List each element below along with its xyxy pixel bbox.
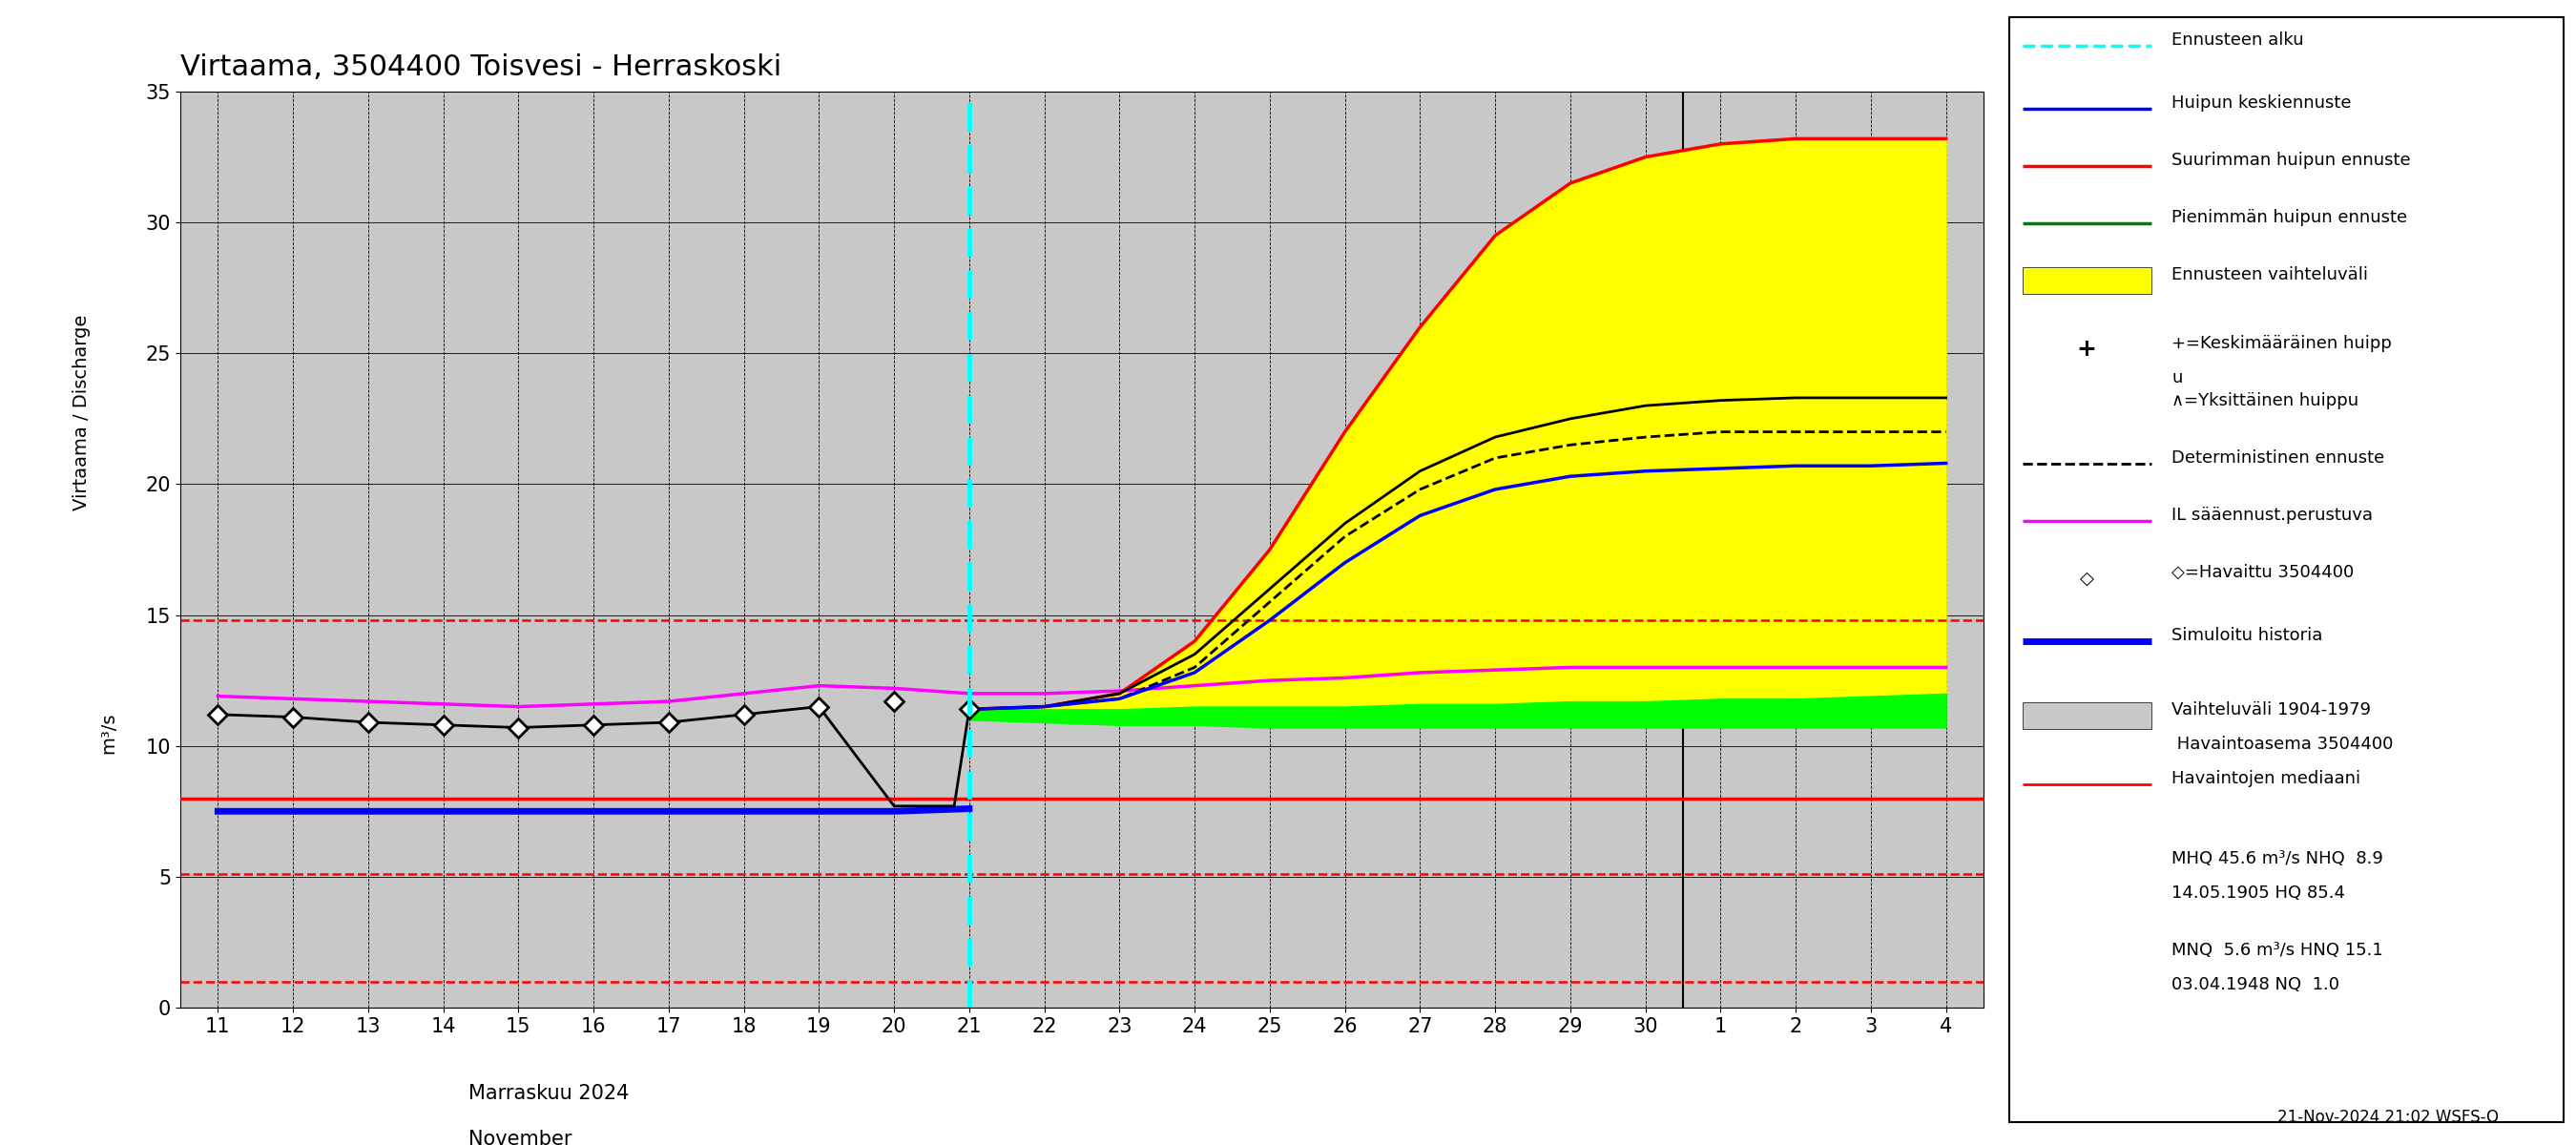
Text: 03.04.1948 NQ  1.0: 03.04.1948 NQ 1.0 xyxy=(2172,976,2339,993)
Text: Suurimman huipun ennuste: Suurimman huipun ennuste xyxy=(2172,151,2411,168)
Text: Pienimmän huipun ennuste: Pienimmän huipun ennuste xyxy=(2172,208,2409,226)
Text: MNQ  5.6 m³/s HNQ 15.1: MNQ 5.6 m³/s HNQ 15.1 xyxy=(2172,941,2383,958)
Text: ◇: ◇ xyxy=(2079,569,2094,587)
Text: Huipun keskiennuste: Huipun keskiennuste xyxy=(2172,94,2352,111)
Text: Virtaama, 3504400 Toisvesi - Herraskoski: Virtaama, 3504400 Toisvesi - Herraskoski xyxy=(180,54,781,81)
Text: Virtaama / Discharge: Virtaama / Discharge xyxy=(72,314,90,511)
Text: Ennusteen alku: Ennusteen alku xyxy=(2172,31,2303,48)
Text: Deterministinen ennuste: Deterministinen ennuste xyxy=(2172,449,2385,467)
Text: Simuloitu historia: Simuloitu historia xyxy=(2172,627,2324,643)
Text: Ennusteen vaihteluväli: Ennusteen vaihteluväli xyxy=(2172,266,2367,283)
Text: ∧=Yksittäinen huippu: ∧=Yksittäinen huippu xyxy=(2172,392,2360,409)
Text: ◇=Havaittu 3504400: ◇=Havaittu 3504400 xyxy=(2172,563,2354,581)
Text: +=Keskimääräinen huipp: +=Keskimääräinen huipp xyxy=(2172,334,2393,353)
Text: 21-Nov-2024 21:02 WSFS-O: 21-Nov-2024 21:02 WSFS-O xyxy=(2277,1108,2499,1126)
Text: MHQ 45.6 m³/s NHQ  8.9: MHQ 45.6 m³/s NHQ 8.9 xyxy=(2172,850,2383,868)
Text: Havaintojen mediaani: Havaintojen mediaani xyxy=(2172,769,2360,788)
Text: +: + xyxy=(2076,338,2097,361)
Text: IL sääennust.perustuva: IL sääennust.perustuva xyxy=(2172,506,2372,524)
Text: u: u xyxy=(2172,369,2182,387)
Text: Vaihteluväli 1904-1979: Vaihteluväli 1904-1979 xyxy=(2172,701,2370,719)
Text: Marraskuu 2024: Marraskuu 2024 xyxy=(469,1084,629,1103)
Text: Havaintoasema 3504400: Havaintoasema 3504400 xyxy=(2172,735,2393,753)
Text: 14.05.1905 HQ 85.4: 14.05.1905 HQ 85.4 xyxy=(2172,884,2344,902)
Text: November: November xyxy=(469,1130,572,1145)
Text: m³/s: m³/s xyxy=(98,712,118,753)
